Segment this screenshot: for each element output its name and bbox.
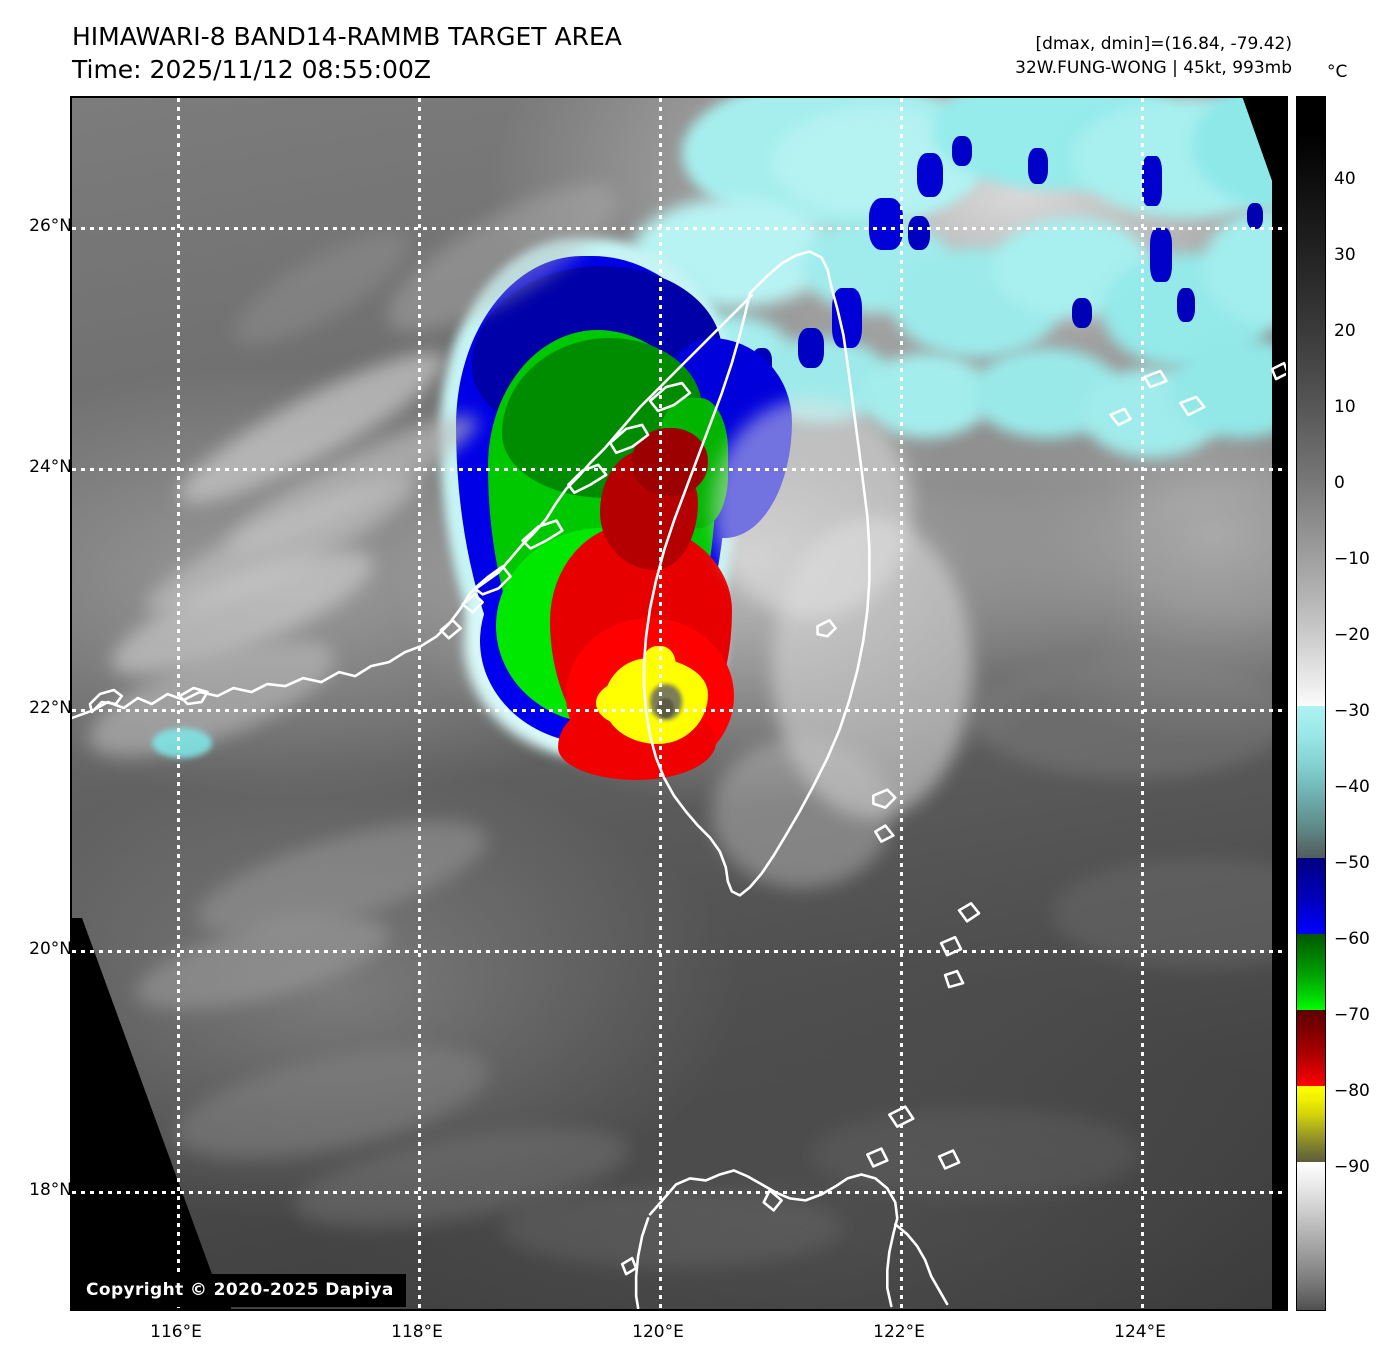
cbar-tick-m90: −90 (1334, 1157, 1370, 1177)
data-void-edge-right (1272, 98, 1286, 1309)
storm-info-label: 32W.FUNG-WONG | 45kt, 993mb (1015, 58, 1292, 78)
colorbar-segment-cyan (1297, 706, 1325, 858)
cbar-tick-m30: −30 (1334, 701, 1370, 721)
cbar-tick-m20: −20 (1334, 625, 1370, 645)
colorbar-segment-grey-warm (1297, 97, 1325, 706)
colorbar-segment-blue (1297, 858, 1325, 934)
gridline-lon-120 (659, 98, 662, 1309)
cbar-tick-40: 40 (1334, 169, 1356, 189)
xtick-label-116E: 116°E (150, 1322, 202, 1342)
gridline-lon-124 (1141, 98, 1144, 1309)
cbar-tick-m70: −70 (1334, 1005, 1370, 1025)
xtick-label-124E: 124°E (1114, 1322, 1166, 1342)
colorbar-segment-green (1297, 934, 1325, 1010)
gridline-lat-20 (72, 950, 1286, 953)
cbar-tick-m80: −80 (1334, 1081, 1370, 1101)
ytick-label-22N: 22°N (29, 698, 72, 718)
page-title: HIMAWARI-8 BAND14-RAMMB TARGET AREA Time… (72, 20, 622, 86)
gridline-lon-118 (418, 98, 421, 1309)
gridline-lat-22 (72, 709, 1286, 712)
cbar-tick-m10: −10 (1334, 549, 1370, 569)
cbar-tick-10: 10 (1334, 397, 1356, 417)
xtick-label-120E: 120°E (632, 1322, 684, 1342)
cbar-tick-30: 30 (1334, 245, 1356, 265)
product-title: HIMAWARI-8 BAND14-RAMMB TARGET AREA (72, 22, 622, 51)
colorbar-segment-yellow (1297, 1086, 1325, 1162)
xtick-label-122E: 122°E (873, 1322, 925, 1342)
ytick-label-18N: 18°N (29, 1180, 72, 1200)
gridline-lat-26 (72, 227, 1286, 230)
cbar-tick-m50: −50 (1334, 853, 1370, 873)
colorbar-segment-red (1297, 1010, 1325, 1086)
ytick-label-26N: 26°N (29, 216, 72, 236)
ytick-label-24N: 24°N (29, 457, 72, 477)
colorbar-segment-grey-cold (1297, 1162, 1325, 1310)
dmax-dmin-label: [dmax, dmin]=(16.84, -79.42) (1035, 34, 1292, 54)
ytick-label-20N: 20°N (29, 939, 72, 959)
cbar-tick-m40: −40 (1334, 777, 1370, 797)
xtick-label-118E: 118°E (391, 1322, 443, 1342)
metadata-block: [dmax, dmin]=(16.84, -79.42) 32W.FUNG-WO… (1015, 32, 1292, 80)
satellite-imagery-plot: Copyright © 2020-2025 Dapiya (70, 96, 1288, 1311)
temperature-colorbar (1296, 96, 1326, 1311)
gridline-lat-24 (72, 468, 1286, 471)
gridline-lon-122 (900, 98, 903, 1309)
gridline-lat-18 (72, 1191, 1286, 1194)
cbar-tick-0: 0 (1334, 473, 1345, 493)
colorbar-unit-label: °C (1327, 62, 1348, 82)
copyright-notice: Copyright © 2020-2025 Dapiya (74, 1274, 406, 1307)
observation-time: Time: 2025/11/12 08:55:00Z (72, 55, 431, 84)
cbar-tick-m60: −60 (1334, 929, 1370, 949)
gridline-lon-116 (177, 98, 180, 1309)
cbar-tick-20: 20 (1334, 321, 1356, 341)
graticule (72, 98, 1286, 1309)
